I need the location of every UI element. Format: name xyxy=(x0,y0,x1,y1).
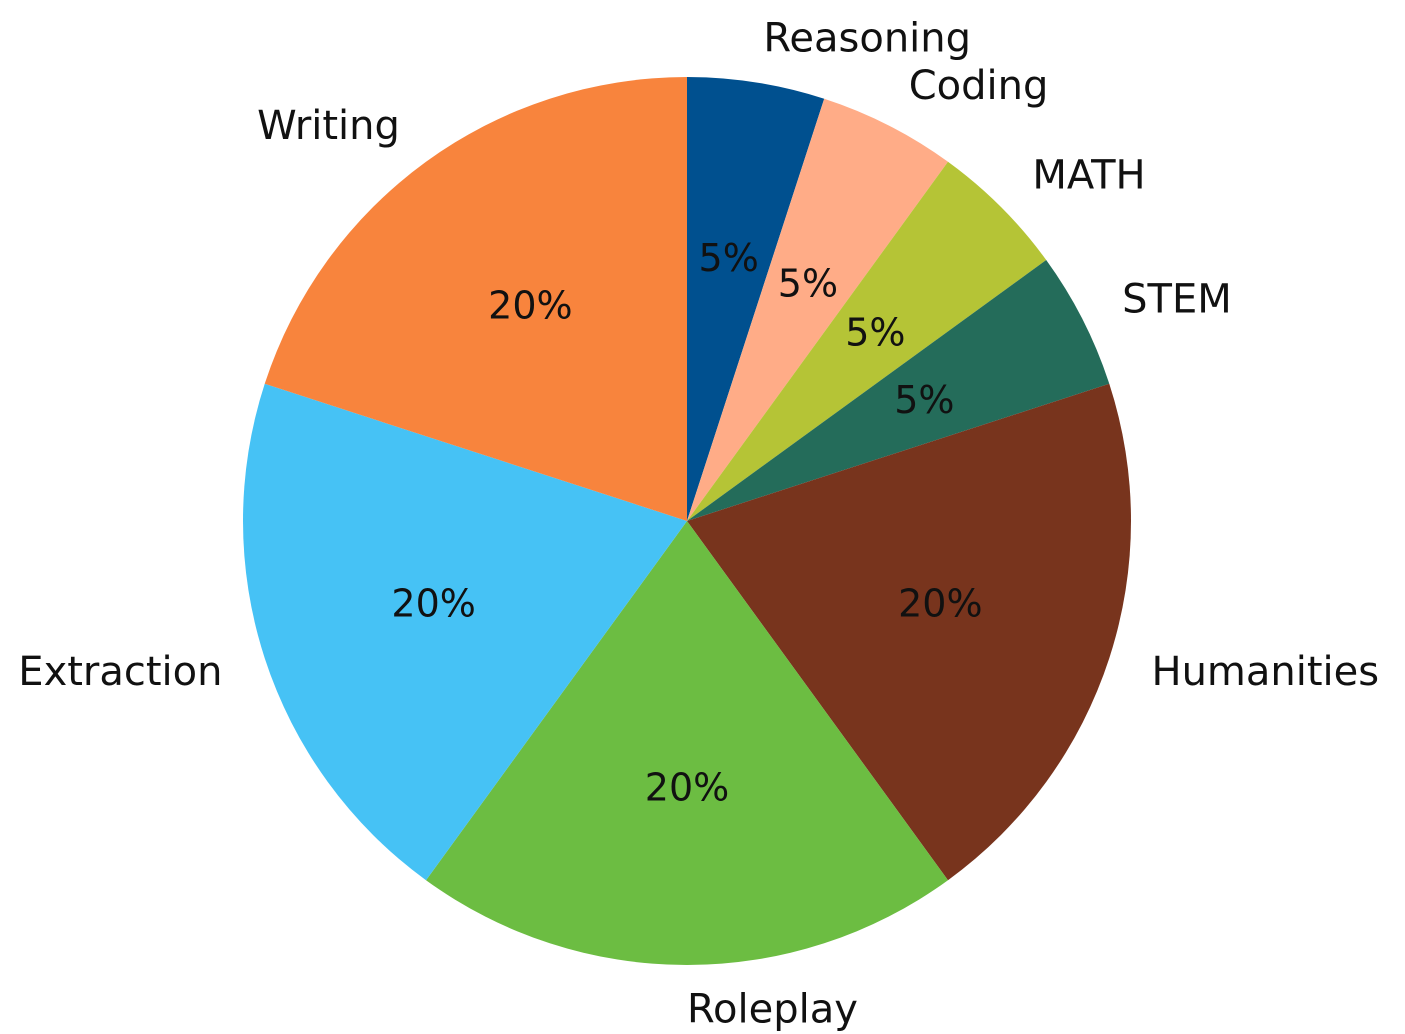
percent-label-math: 5% xyxy=(845,311,905,355)
percent-label-reasoning: 5% xyxy=(699,236,759,280)
pie-slice-writing xyxy=(264,77,687,521)
pie-slices xyxy=(242,77,1131,966)
category-label-extraction: Extraction xyxy=(18,649,222,695)
percent-label-extraction: 20% xyxy=(391,581,475,625)
pie-slice-stem xyxy=(687,260,1110,521)
pie-slice-reasoning xyxy=(687,77,825,521)
percent-labels: 5%5%5%5%20%20%20%20% xyxy=(391,236,982,810)
pie-slice-roleplay xyxy=(426,521,948,966)
category-label-math: MATH xyxy=(1032,153,1145,199)
percent-label-stem: 5% xyxy=(894,378,954,422)
category-label-humanities: Humanities xyxy=(1151,649,1379,695)
pie-slice-math xyxy=(687,161,1047,521)
category-label-roleplay: Roleplay xyxy=(687,986,858,1032)
category-label-writing: Writing xyxy=(257,103,400,149)
percent-label-roleplay: 20% xyxy=(645,765,729,809)
pie-slice-extraction xyxy=(242,383,687,881)
category-label-stem: STEM xyxy=(1122,276,1232,322)
pie-slice-coding xyxy=(687,98,948,522)
percent-label-coding: 5% xyxy=(778,262,838,306)
percent-label-humanities: 20% xyxy=(898,581,982,625)
category-label-coding: Coding xyxy=(909,63,1049,109)
pie-slice-humanities xyxy=(687,383,1131,881)
percent-label-writing: 20% xyxy=(488,283,572,327)
category-label-reasoning: Reasoning xyxy=(763,16,971,62)
